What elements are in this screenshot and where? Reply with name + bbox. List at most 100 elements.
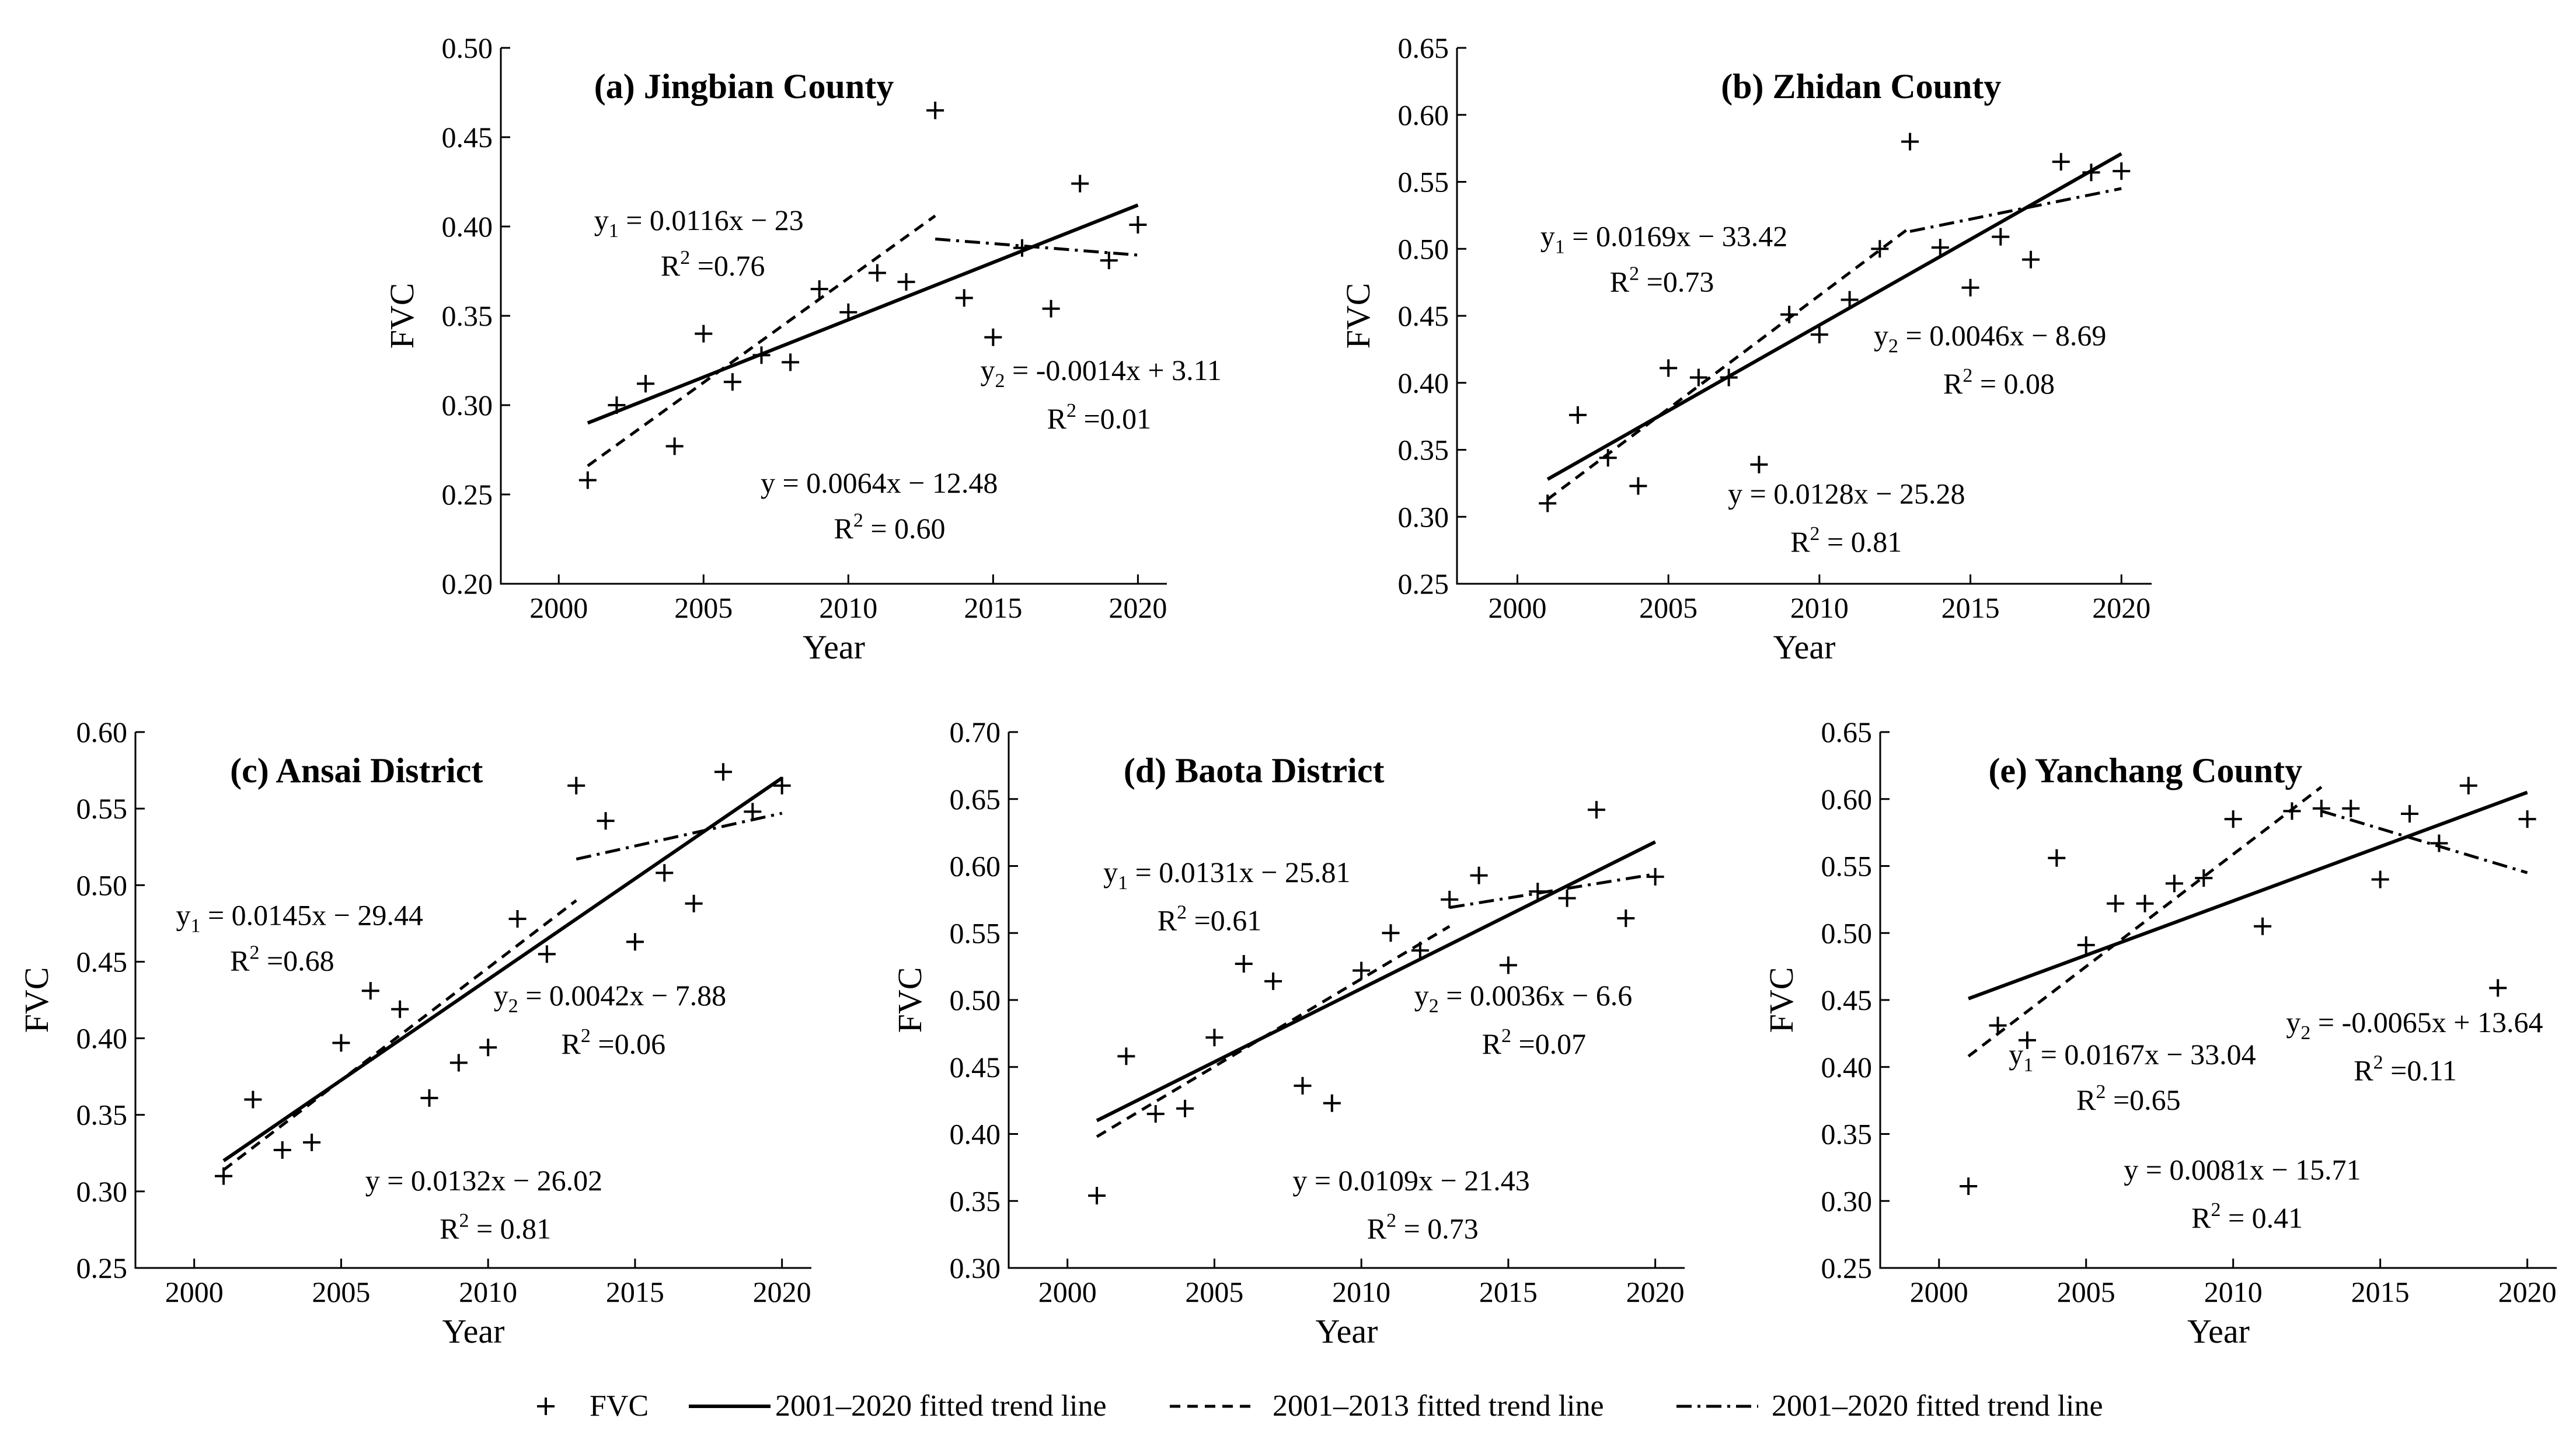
x-tick-label: 2020 xyxy=(1109,591,1167,624)
fvc-point xyxy=(1871,240,1889,258)
y-tick-label: 0.25 xyxy=(442,478,493,511)
x-tick-label: 2010 xyxy=(1332,1276,1390,1308)
x-tick-label: 2015 xyxy=(964,591,1022,624)
r-squared-2: R2 =0.11 xyxy=(2354,1052,2457,1087)
fvc-point xyxy=(2022,250,2040,269)
y-tick-label: 0.25 xyxy=(1398,567,1449,600)
trend-line-dashdot xyxy=(576,811,783,861)
fvc-point xyxy=(1568,406,1587,424)
x-axis-title: Year xyxy=(442,1312,505,1350)
x-tick-label: 2000 xyxy=(1488,591,1546,624)
r-squared-2: R2 =0.07 xyxy=(1482,1025,1587,1060)
fvc-point xyxy=(685,894,703,912)
fvc-point xyxy=(984,328,1002,346)
fvc-point xyxy=(2224,810,2242,828)
panel-c: 0.25 0.30 0.35 0.40 0.45 0.50 0.55 0.60 2000 2005… xyxy=(18,716,811,1350)
fvc-point xyxy=(1129,215,1147,234)
y-axis-title: FVC xyxy=(18,967,55,1033)
x-tick-label: 2015 xyxy=(2351,1276,2410,1308)
legend: FVC 2001–2020 fitted trend line 2001–2013 … xyxy=(537,1389,2103,1423)
panel-title: (a) Jingbian County xyxy=(594,67,894,106)
y-tick-label: 0.35 xyxy=(76,1099,128,1131)
fvc-point xyxy=(656,864,674,882)
r-squared-1: R2 =0.61 xyxy=(1158,902,1262,937)
x-tick-label: 2000 xyxy=(165,1276,224,1308)
legend-label: 2001–2013 fitted trend line xyxy=(1273,1389,1604,1423)
fvc-point xyxy=(1617,910,1635,928)
r-squared-1: R2 =0.65 xyxy=(2076,1081,2181,1116)
x-tick-label: 2015 xyxy=(1941,591,2000,624)
fvc-point xyxy=(1587,801,1605,819)
fvc-point xyxy=(1629,477,1647,495)
r-squared-overall: R2 = 0.81 xyxy=(440,1210,551,1245)
panel-title: (c) Ansai District xyxy=(230,751,483,790)
trend-line-dashdot xyxy=(2321,810,2528,874)
fvc-point xyxy=(2371,870,2389,888)
y-tick-label: 0.30 xyxy=(1821,1184,1873,1217)
y-tick-label: 0.40 xyxy=(950,1118,1001,1151)
fvc-point xyxy=(1100,252,1118,270)
r-squared-overall: R2 = 0.41 xyxy=(2191,1199,2303,1234)
equation-y1: y1 = 0.0145x − 29.44 xyxy=(176,898,423,936)
fvc-point xyxy=(1992,228,2010,246)
equation-y2: y2 = 0.0046x − 8.69 xyxy=(1874,319,2106,357)
y-tick-label: 0.45 xyxy=(1398,299,1449,332)
equation-overall: y = 0.0064x − 12.48 xyxy=(761,466,998,499)
fvc-point xyxy=(2136,894,2154,912)
fvc-point xyxy=(2077,936,2095,954)
fvc-point xyxy=(567,776,585,795)
y-tick-label: 0.35 xyxy=(1821,1118,1873,1151)
r-squared-2: R2 =0.06 xyxy=(562,1025,666,1060)
fvc-point xyxy=(897,273,915,291)
fvc-point xyxy=(752,346,771,364)
fvc-point xyxy=(1042,299,1060,318)
fvc-point xyxy=(2254,917,2272,935)
fvc-point xyxy=(1901,133,1919,151)
x-tick-label: 2015 xyxy=(1479,1276,1538,1308)
x-tick-label: 2010 xyxy=(819,591,877,624)
fvc-point xyxy=(810,280,828,298)
fvc-point xyxy=(1810,326,1828,344)
fvc-point xyxy=(2459,776,2477,795)
trend-line-dashdot xyxy=(935,237,1138,257)
fvc-point xyxy=(608,396,626,414)
fvc-point xyxy=(1989,1016,2007,1034)
panel-title: (b) Zhidan County xyxy=(1721,67,2001,106)
fvc-point xyxy=(2195,869,2213,887)
fvc-point xyxy=(665,437,684,455)
y-tick-label: 0.30 xyxy=(950,1252,1001,1284)
x-tick-label: 2010 xyxy=(1790,591,1849,624)
x-tick-label: 2000 xyxy=(1910,1276,1968,1308)
fvc-point xyxy=(1470,866,1488,884)
equation-y2: y2 = 0.0036x − 6.6 xyxy=(1414,979,1632,1017)
x-tick-label: 2020 xyxy=(2092,591,2150,624)
y-tick-label: 0.55 xyxy=(950,917,1001,949)
y-tick-label: 0.45 xyxy=(76,945,128,978)
trend-line-dashdot xyxy=(1909,187,2122,233)
fvc-point xyxy=(597,812,615,830)
fvc-point xyxy=(1780,305,1798,323)
equation-overall: y = 0.0132x − 26.02 xyxy=(365,1164,602,1197)
fvc-point xyxy=(1750,455,1768,473)
fvc-point xyxy=(1294,1076,1312,1095)
y-tick-label: 0.30 xyxy=(1398,500,1449,533)
fvc-point xyxy=(782,353,800,371)
panel-e: 0.25 0.30 0.35 0.40 0.45 0.50 0.55 0.60 0.65 2000… xyxy=(1762,716,2557,1350)
fvc-point xyxy=(420,1089,438,1107)
y-tick-label: 0.70 xyxy=(950,716,1001,748)
fvc-point xyxy=(2342,799,2360,817)
fvc-point xyxy=(1720,368,1738,386)
y-tick-label: 0.50 xyxy=(1398,232,1449,265)
legend-label: 2001–2020 fitted trend line xyxy=(775,1389,1107,1423)
y-tick-label: 0.25 xyxy=(1821,1252,1873,1284)
fvc-point xyxy=(1382,924,1400,942)
fvc-point xyxy=(2082,163,2100,182)
x-tick-label: 2005 xyxy=(1185,1276,1243,1308)
r-squared-overall: R2 = 0.81 xyxy=(1790,523,1902,558)
fvc-point xyxy=(1117,1047,1135,1065)
panel-title: (d) Baota District xyxy=(1124,751,1385,790)
fvc-point xyxy=(1960,1177,1978,1196)
y-tick-label: 0.30 xyxy=(442,389,493,421)
fvc-point xyxy=(2165,874,2183,893)
equation-overall: y = 0.0109x − 21.43 xyxy=(1292,1164,1529,1197)
